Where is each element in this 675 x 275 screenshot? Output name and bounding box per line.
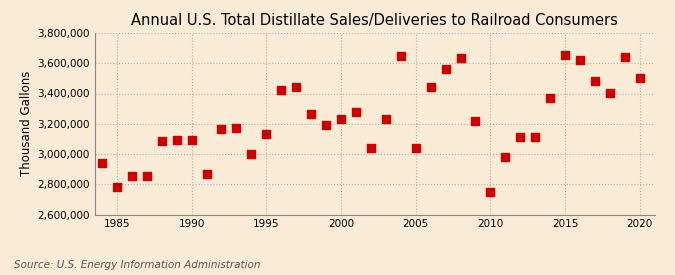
Text: Source: U.S. Energy Information Administration: Source: U.S. Energy Information Administ… bbox=[14, 260, 260, 270]
Point bbox=[365, 146, 376, 150]
Point bbox=[141, 174, 152, 178]
Point bbox=[396, 53, 406, 58]
Point bbox=[515, 135, 526, 140]
Point bbox=[530, 135, 541, 140]
Point bbox=[216, 127, 227, 131]
Point bbox=[126, 174, 137, 178]
Point bbox=[231, 125, 242, 130]
Point bbox=[111, 185, 122, 189]
Point bbox=[350, 110, 361, 115]
Point bbox=[485, 190, 496, 194]
Point bbox=[574, 58, 585, 62]
Point bbox=[410, 146, 421, 150]
Point bbox=[246, 152, 256, 156]
Point bbox=[306, 112, 317, 116]
Y-axis label: Thousand Gallons: Thousand Gallons bbox=[20, 71, 33, 177]
Point bbox=[560, 53, 570, 57]
Point bbox=[201, 172, 212, 176]
Point bbox=[276, 88, 287, 93]
Point bbox=[455, 56, 466, 60]
Point bbox=[381, 117, 392, 122]
Point bbox=[470, 119, 481, 123]
Point bbox=[440, 67, 451, 72]
Point bbox=[171, 138, 182, 143]
Point bbox=[335, 117, 346, 122]
Point bbox=[291, 85, 302, 90]
Point bbox=[620, 55, 630, 59]
Point bbox=[97, 161, 107, 165]
Point bbox=[321, 123, 331, 128]
Point bbox=[425, 85, 436, 90]
Point bbox=[545, 96, 556, 100]
Point bbox=[261, 132, 272, 137]
Title: Annual U.S. Total Distillate Sales/Deliveries to Railroad Consumers: Annual U.S. Total Distillate Sales/Deliv… bbox=[131, 13, 618, 28]
Point bbox=[157, 139, 167, 143]
Point bbox=[186, 138, 197, 142]
Point bbox=[589, 79, 600, 84]
Point bbox=[605, 90, 616, 95]
Point bbox=[634, 76, 645, 81]
Point bbox=[500, 155, 511, 159]
